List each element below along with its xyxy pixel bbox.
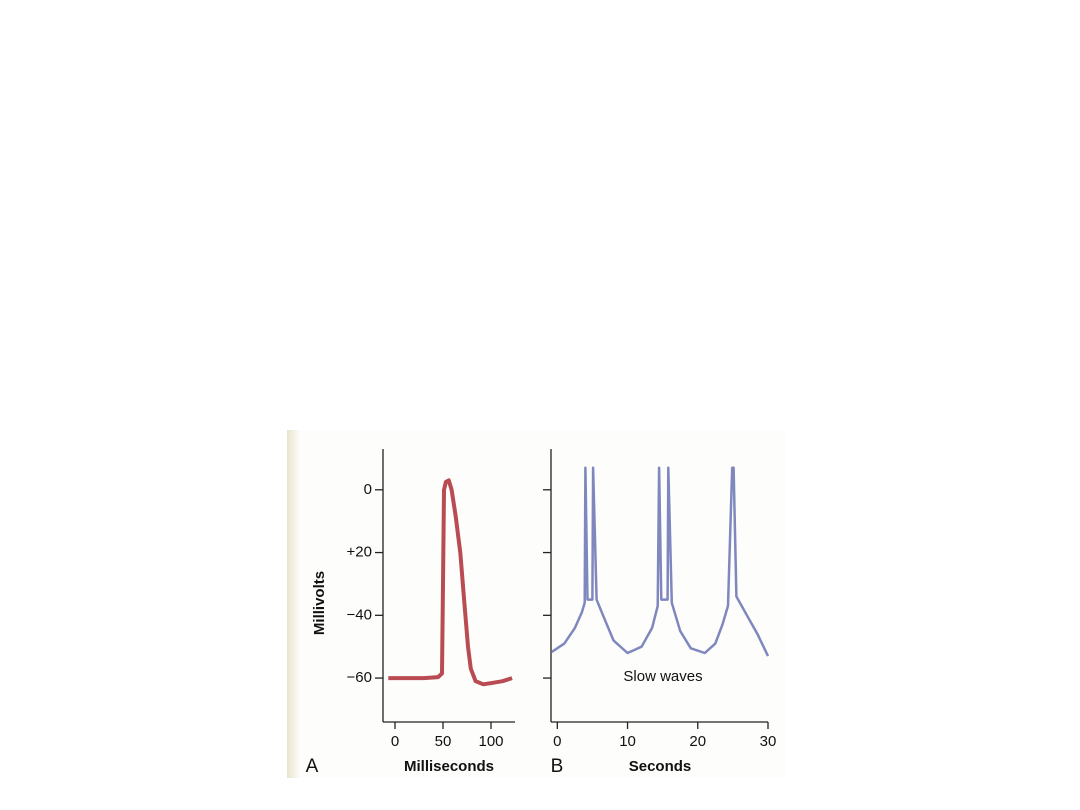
x-axis-title: Milliseconds: [404, 758, 494, 775]
panel-label: A: [306, 756, 319, 777]
x-tick-label: 0: [391, 733, 399, 750]
x-tick-label: 0: [553, 733, 561, 750]
y-tick-label: −60: [347, 669, 372, 686]
figure-panel: [301, 430, 786, 778]
y-tick-label: 0: [364, 481, 372, 498]
x-tick-label: 30: [760, 733, 777, 750]
x-tick-label: 100: [478, 733, 503, 750]
x-tick-label: 50: [435, 733, 452, 750]
data-line: [551, 466, 770, 657]
x-axis-title: Seconds: [629, 758, 692, 775]
side-strip: [287, 430, 301, 778]
x-tick-label: 10: [619, 733, 636, 750]
annotation: Slow waves: [623, 668, 702, 685]
y-tick-label: −40: [347, 606, 372, 623]
y-axis-title: Millivolts: [311, 571, 328, 635]
x-tick-label: 20: [689, 733, 706, 750]
data-line: [388, 478, 513, 687]
panel-label: B: [551, 756, 564, 777]
y-tick-label: +20: [347, 544, 372, 561]
